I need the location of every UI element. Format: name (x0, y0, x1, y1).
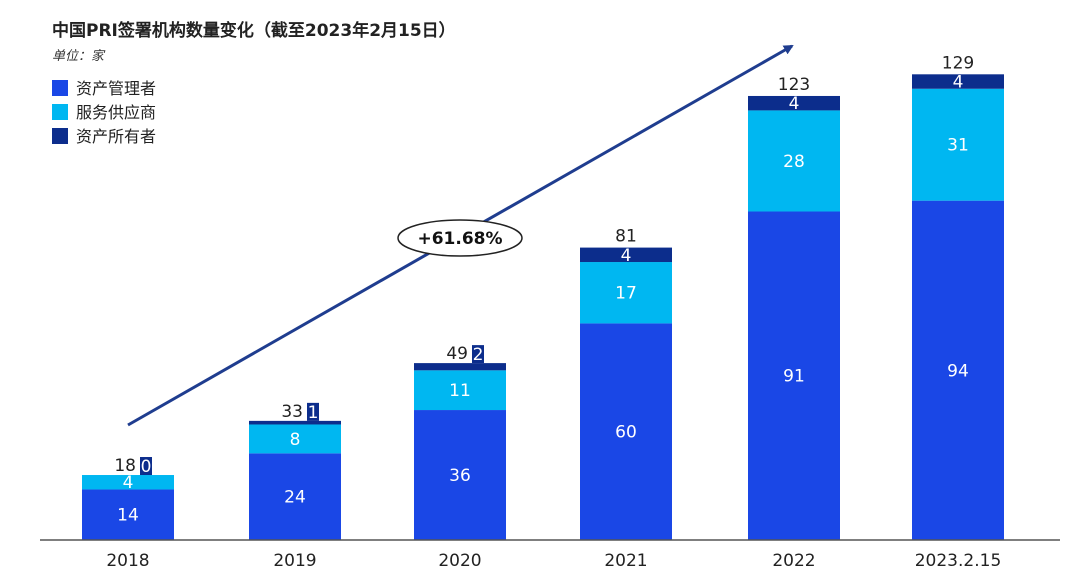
x-tick-label: 2020 (438, 551, 481, 571)
segment-value-label: 91 (783, 367, 805, 387)
x-tick-label: 2021 (604, 551, 647, 571)
legend-label: 资产管理者 (76, 79, 156, 98)
bar-total-label: 18 (114, 456, 136, 476)
bar-segment (748, 211, 840, 541)
bar-segment (82, 475, 174, 490)
chart-title: 中国PRI签署机构数量变化（截至2023年2月15日） (52, 20, 456, 41)
bar-total-label: 81 (615, 227, 637, 247)
x-tick-label: 2018 (106, 551, 149, 571)
segment-value-label: 36 (449, 466, 471, 486)
annotation-bubble (397, 219, 523, 257)
bar-segment (414, 410, 506, 540)
segment-value-label: 24 (284, 488, 306, 508)
segment-value-label: 4 (123, 473, 134, 493)
owner-value-box (140, 457, 152, 476)
bars: 1440182481333611249601748191284123943141… (82, 53, 1004, 541)
bar-segment (748, 110, 840, 212)
x-axis-ticks: 2018 2019 2020 2021 2022 2023.2.15 (106, 551, 1001, 571)
bar-total-label: 49 (446, 344, 468, 364)
x-tick-label: 2019 (273, 551, 316, 571)
segment-value-label: 60 (615, 423, 637, 443)
segment-value-label: 4 (789, 94, 800, 114)
legend-swatch (52, 80, 68, 96)
owner-value-box (472, 345, 484, 364)
bar-total-label: 33 (281, 402, 303, 422)
bar-segment (912, 200, 1004, 540)
legend-label: 服务供应商 (76, 103, 156, 122)
bar-segment (580, 262, 672, 324)
bar-segment (912, 88, 1004, 201)
bar-segment (414, 363, 506, 371)
x-tick-label: 2022 (772, 551, 815, 571)
segment-value-label: 17 (615, 284, 637, 304)
segment-value-label: 28 (783, 152, 805, 172)
legend-label: 资产所有者 (76, 127, 156, 146)
legend-swatch (52, 104, 68, 120)
segment-value-label: 31 (947, 136, 969, 156)
bar-segment (580, 247, 672, 263)
bar-total-label: 129 (942, 53, 974, 73)
bar-segment (249, 420, 341, 425)
bar-segment (748, 95, 840, 111)
bar-total-label: 123 (778, 75, 810, 95)
bar-segment (580, 323, 672, 540)
growth-annotation: +61.68% (417, 229, 502, 249)
bar-segment (249, 424, 341, 454)
unit-label: 单位：家 (52, 48, 106, 64)
bar-segment (82, 489, 174, 540)
bar-segment (249, 453, 341, 540)
segment-value-label: 4 (621, 246, 632, 266)
owner-value-label: 2 (473, 345, 484, 365)
segment-value-label: 14 (117, 506, 139, 526)
segment-value-label: 11 (449, 381, 471, 401)
bar-segment (912, 74, 1004, 89)
segment-value-label: 4 (953, 73, 964, 93)
bar-segment (414, 370, 506, 411)
legend-swatch (52, 128, 68, 144)
owner-value-box (307, 402, 319, 421)
owner-value-label: 0 (141, 457, 152, 477)
segment-value-label: 94 (947, 361, 969, 381)
x-tick-label: 2023.2.15 (915, 551, 1002, 571)
segment-value-label: 8 (290, 430, 301, 450)
owner-value-label: 1 (308, 403, 319, 423)
